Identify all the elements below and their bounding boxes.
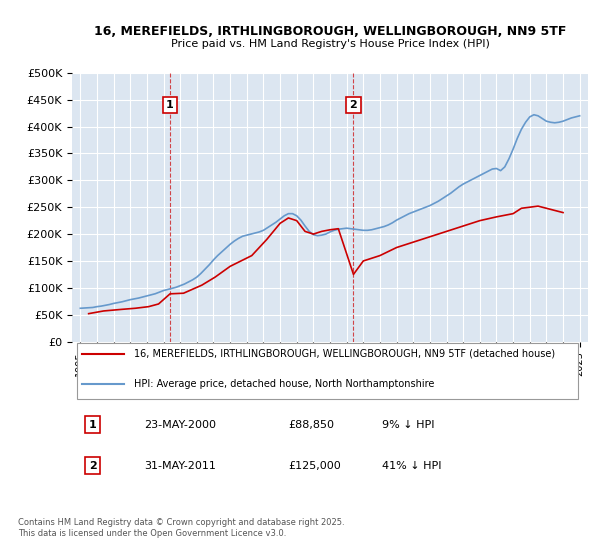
Text: HPI: Average price, detached house, North Northamptonshire: HPI: Average price, detached house, Nort… (134, 379, 434, 389)
Text: 23-MAY-2000: 23-MAY-2000 (144, 420, 216, 430)
Text: £88,850: £88,850 (289, 420, 335, 430)
Text: £125,000: £125,000 (289, 460, 341, 470)
Text: 9% ↓ HPI: 9% ↓ HPI (382, 420, 434, 430)
Text: 31-MAY-2011: 31-MAY-2011 (144, 460, 216, 470)
Text: 2: 2 (350, 100, 358, 110)
Text: Price paid vs. HM Land Registry's House Price Index (HPI): Price paid vs. HM Land Registry's House … (170, 39, 490, 49)
Text: 1: 1 (166, 100, 174, 110)
FancyBboxPatch shape (77, 343, 578, 399)
Text: 16, MEREFIELDS, IRTHLINGBOROUGH, WELLINGBOROUGH, NN9 5TF (detached house): 16, MEREFIELDS, IRTHLINGBOROUGH, WELLING… (134, 349, 555, 359)
Text: 16, MEREFIELDS, IRTHLINGBOROUGH, WELLINGBOROUGH, NN9 5TF: 16, MEREFIELDS, IRTHLINGBOROUGH, WELLING… (94, 25, 566, 38)
Text: 41% ↓ HPI: 41% ↓ HPI (382, 460, 441, 470)
Text: Contains HM Land Registry data © Crown copyright and database right 2025.: Contains HM Land Registry data © Crown c… (18, 518, 344, 527)
Text: 2: 2 (89, 460, 97, 470)
Text: 1: 1 (89, 420, 97, 430)
Text: This data is licensed under the Open Government Licence v3.0.: This data is licensed under the Open Gov… (18, 529, 286, 538)
